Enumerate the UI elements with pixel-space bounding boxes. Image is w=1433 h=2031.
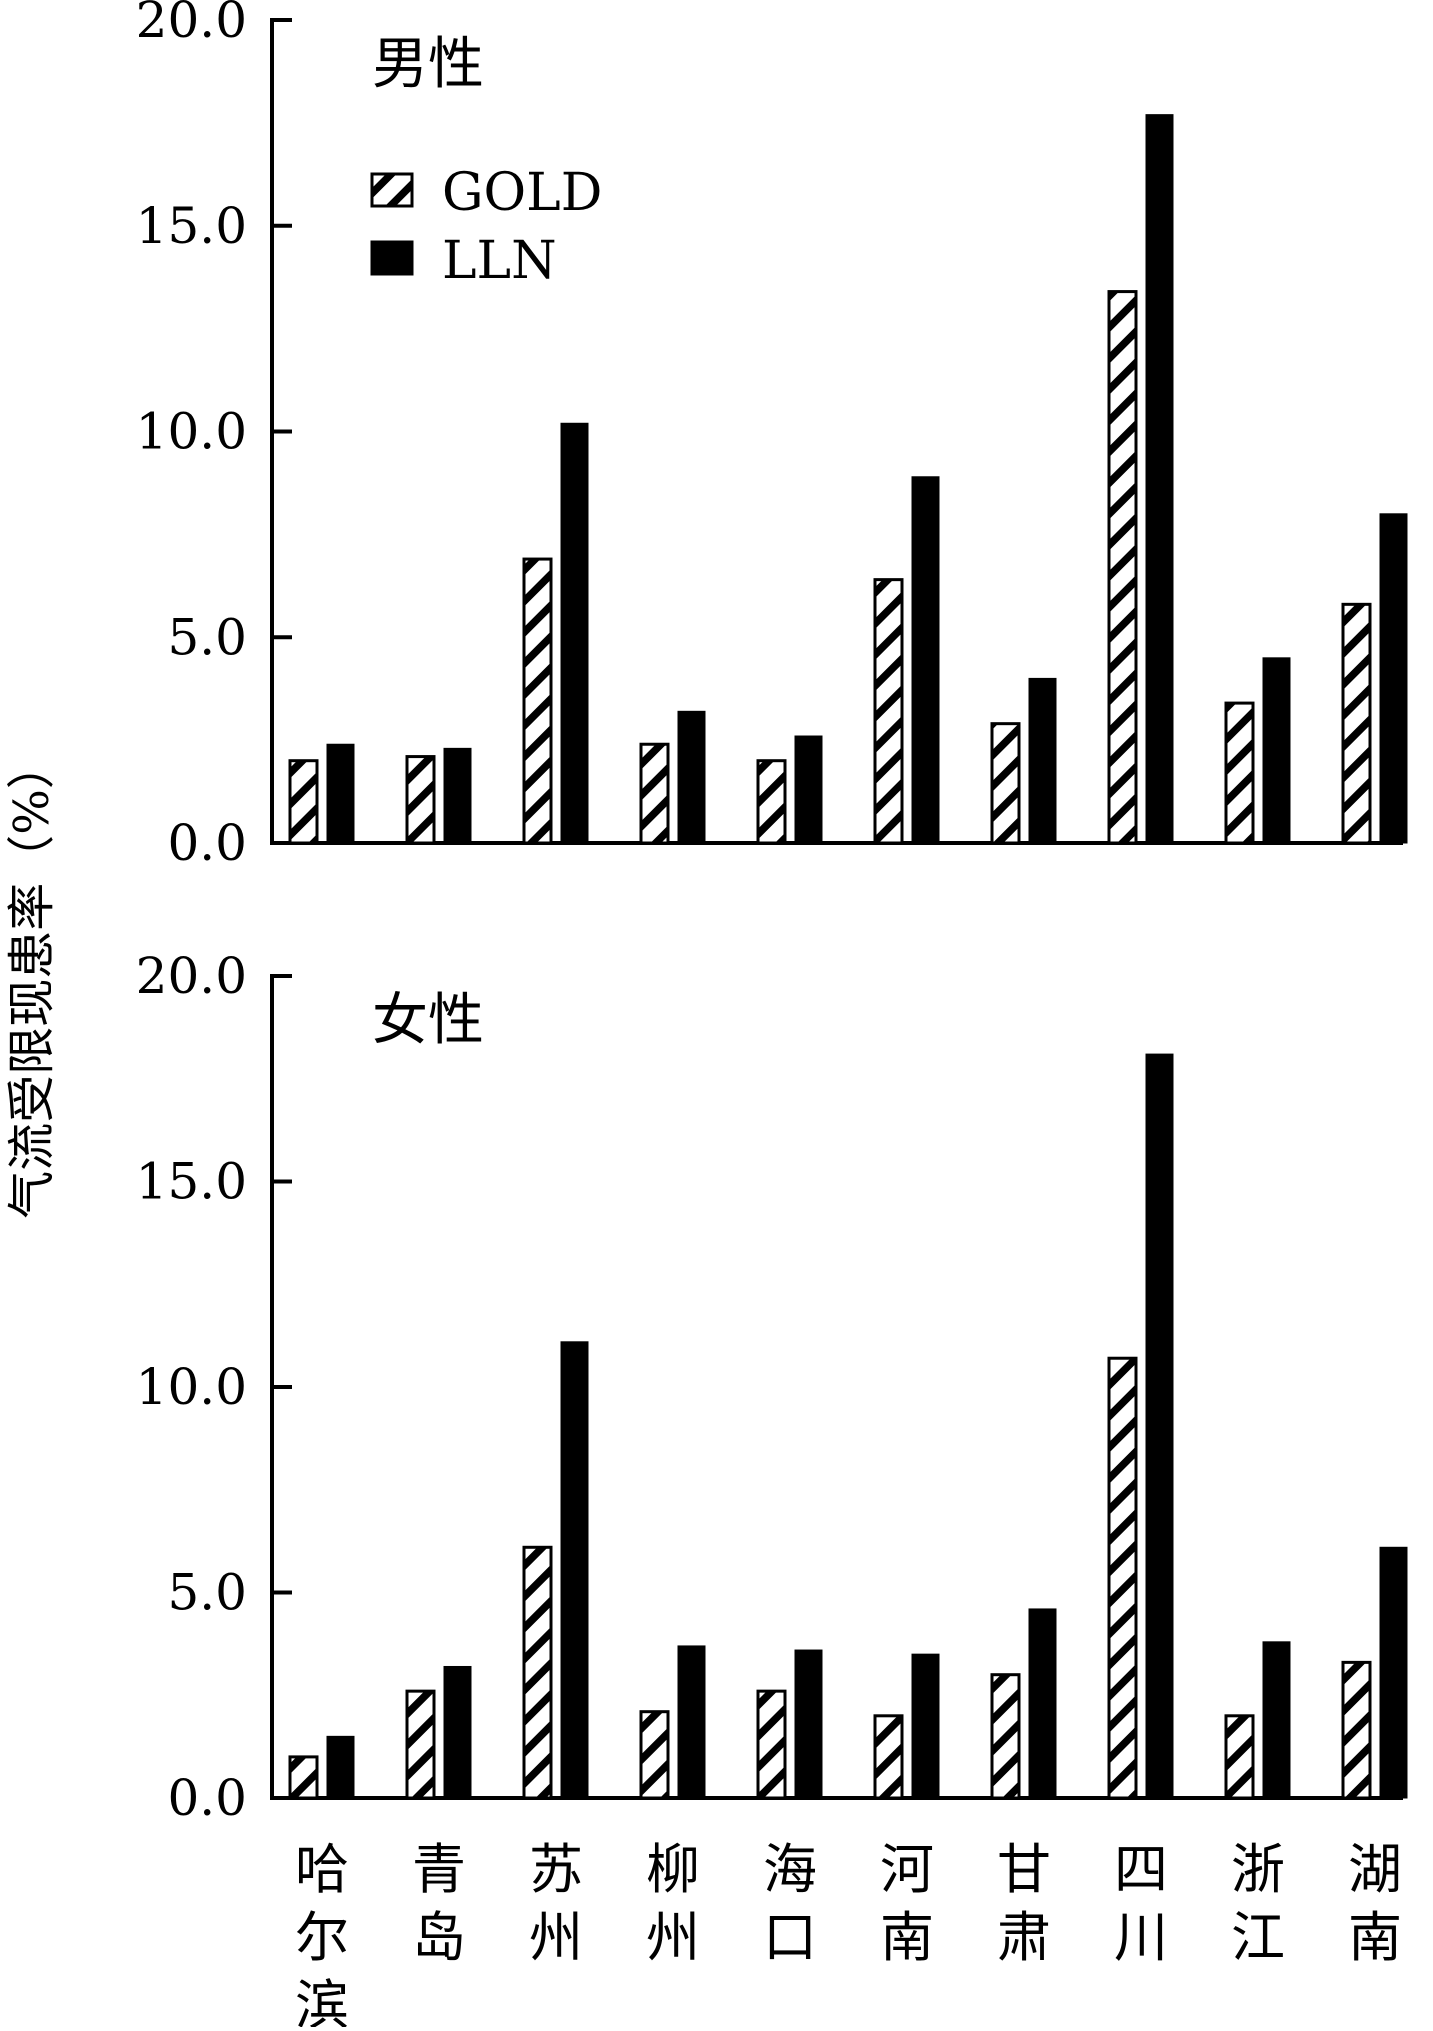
panel2-bar-gold bbox=[1107, 1356, 1138, 1800]
panel1-bar-gold bbox=[522, 557, 553, 845]
panel1-bar-lln bbox=[911, 476, 940, 844]
panel2-y-tick-label: 10.0 bbox=[136, 1358, 247, 1416]
x-tick-label-char: 柳 bbox=[646, 1838, 700, 1901]
panel1-bar-gold bbox=[639, 742, 670, 845]
x-tick-label-char: 四 bbox=[1114, 1838, 1168, 1901]
legend-swatch-lln bbox=[370, 240, 414, 276]
panel1-bar-lln bbox=[794, 735, 823, 844]
x-tick-label-char: 浙 bbox=[1231, 1838, 1285, 1901]
panel2-bar-lln bbox=[677, 1645, 706, 1799]
panel1-bar-lln bbox=[677, 710, 706, 844]
panel1-bar-lln bbox=[1028, 677, 1057, 844]
panel2-title: 女性 bbox=[372, 988, 484, 1053]
panel2-y-tick-label: 20.0 bbox=[136, 947, 247, 1005]
panel2-bar-lln bbox=[911, 1653, 940, 1799]
panel2-bar-lln bbox=[560, 1341, 589, 1799]
panel1-bar-lln bbox=[560, 422, 589, 844]
x-tick-label-char: 哈 bbox=[295, 1838, 349, 1901]
panel1-bar-lln bbox=[1145, 114, 1174, 844]
panel1-bar-gold bbox=[873, 578, 904, 845]
x-tick-label-char: 州 bbox=[529, 1906, 583, 1969]
x-tick-label-char: 滨 bbox=[295, 1974, 349, 2027]
x-tick-label-char: 岛 bbox=[412, 1906, 466, 1969]
y-axis-label: 气流受限现患率（%） bbox=[4, 741, 60, 1219]
x-tick-label-char: 川 bbox=[1114, 1906, 1168, 1969]
panel1-y-tick-label: 15.0 bbox=[136, 197, 247, 255]
x-tick-label-char: 苏 bbox=[529, 1838, 583, 1901]
panel1-y-tick-label: 10.0 bbox=[136, 403, 247, 461]
x-tick-label-char: 南 bbox=[880, 1906, 934, 1969]
panel1-bar-lln bbox=[1262, 657, 1291, 844]
panel2-bar-lln bbox=[794, 1649, 823, 1799]
x-tick-label-char: 青 bbox=[412, 1838, 466, 1901]
x-tick-label-char: 肃 bbox=[997, 1906, 1051, 1969]
panel2-bar-gold bbox=[990, 1673, 1021, 1800]
panel2-bar-lln bbox=[1028, 1608, 1057, 1799]
x-tick-label-char: 湖 bbox=[1348, 1838, 1402, 1901]
x-tick-label-char: 海 bbox=[763, 1838, 817, 1901]
panel2-bar-gold bbox=[522, 1545, 553, 1800]
panel1-title: 男性 bbox=[372, 32, 484, 97]
panel1-y-tick-label: 5.0 bbox=[167, 608, 247, 666]
x-tick-label-char: 甘 bbox=[997, 1838, 1051, 1901]
panel1-bar-gold bbox=[1224, 701, 1255, 845]
x-tick-label-char: 河 bbox=[880, 1838, 934, 1901]
panel1-bar-gold bbox=[1341, 602, 1372, 845]
panel1-bar-lln bbox=[326, 743, 355, 844]
x-tick-label-char: 州 bbox=[646, 1906, 700, 1969]
panel1-bar-gold bbox=[288, 759, 319, 845]
legend-label-lln: LLN bbox=[442, 231, 557, 291]
panel1-bar-lln bbox=[443, 747, 472, 844]
x-tick-label-char: 口 bbox=[763, 1906, 817, 1969]
panel1-y-tick-label: 20.0 bbox=[136, 0, 247, 49]
panel2-y-tick-label: 0.0 bbox=[167, 1769, 247, 1827]
legend-label-gold: GOLD bbox=[442, 163, 602, 223]
panel2-bar-gold bbox=[405, 1689, 436, 1800]
panel2-bar-gold bbox=[756, 1689, 787, 1800]
panel2-bar-lln bbox=[1262, 1641, 1291, 1799]
x-tick-label-char: 尔 bbox=[295, 1906, 349, 1969]
panel2-bar-lln bbox=[443, 1665, 472, 1799]
panel1-bar-gold bbox=[990, 722, 1021, 845]
panel2-bar-lln bbox=[1145, 1053, 1174, 1799]
panel1-bar-gold bbox=[756, 759, 787, 845]
panel1-bar-lln bbox=[1379, 513, 1408, 844]
panel2-y-tick-label: 15.0 bbox=[136, 1153, 247, 1211]
x-tick-label-char: 南 bbox=[1348, 1906, 1402, 1969]
panel2-bar-gold bbox=[1224, 1714, 1255, 1800]
panel1-bar-gold bbox=[405, 755, 436, 845]
panel1-bar-gold bbox=[1107, 290, 1138, 845]
x-tick-label-char: 江 bbox=[1231, 1906, 1285, 1969]
panel2-bar-gold bbox=[288, 1755, 319, 1800]
panel2-bar-gold bbox=[639, 1710, 670, 1800]
panel2-bar-gold bbox=[1341, 1660, 1372, 1800]
panel2-bar-lln bbox=[326, 1735, 355, 1799]
legend-swatch-gold bbox=[370, 172, 414, 208]
panel2-y-tick-label: 5.0 bbox=[167, 1564, 247, 1622]
panel1-y-tick-label: 0.0 bbox=[167, 814, 247, 872]
panel2-bar-gold bbox=[873, 1714, 904, 1800]
panel2-bar-lln bbox=[1379, 1546, 1408, 1799]
